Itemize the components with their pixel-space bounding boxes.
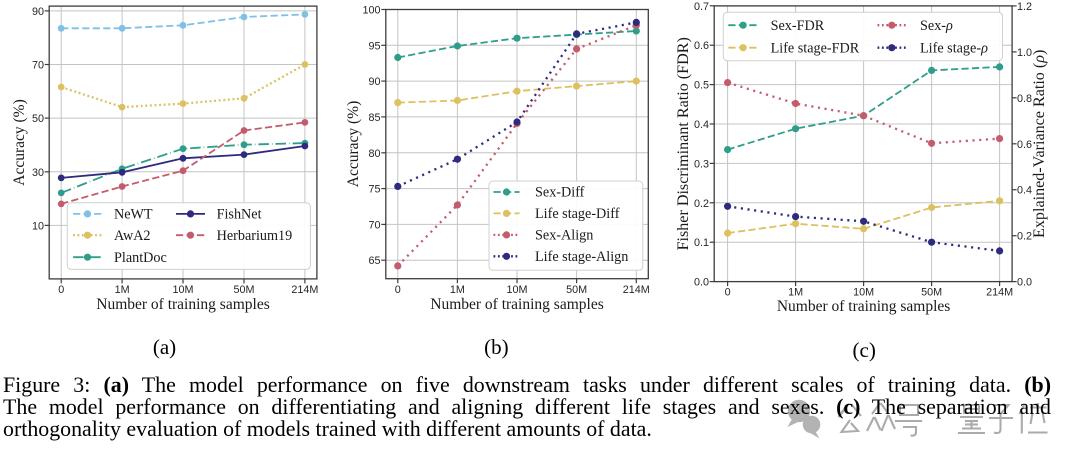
svg-text:10M: 10M: [172, 284, 193, 296]
svg-text:50M: 50M: [921, 287, 942, 299]
svg-text:0.2: 0.2: [1017, 231, 1032, 243]
svg-text:70: 70: [32, 60, 44, 72]
svg-text:70: 70: [368, 219, 380, 231]
svg-text:50M: 50M: [566, 284, 587, 296]
svg-text:Life stage-Diff: Life stage-Diff: [535, 206, 620, 222]
svg-text:85: 85: [368, 112, 380, 124]
svg-text:90: 90: [32, 6, 44, 18]
svg-text:30: 30: [32, 167, 44, 179]
svg-text:Herbarium19: Herbarium19: [217, 228, 293, 244]
svg-text:Explained-Variance Ratio (ρ): Explained-Variance Ratio (ρ): [1031, 50, 1048, 238]
svg-text:0.5: 0.5: [694, 80, 709, 92]
svg-text:1M: 1M: [788, 287, 803, 299]
svg-text:Sex-ρ: Sex-ρ: [920, 18, 953, 34]
svg-text:95: 95: [368, 40, 380, 52]
svg-text:AwA2: AwA2: [114, 228, 151, 244]
svg-text:10M: 10M: [506, 284, 527, 296]
svg-text:1M: 1M: [450, 284, 465, 296]
svg-text:90: 90: [368, 76, 380, 88]
svg-text:0.2: 0.2: [694, 198, 709, 210]
svg-text:Sex-Diff: Sex-Diff: [535, 185, 585, 201]
svg-text:1.0: 1.0: [1017, 47, 1032, 59]
svg-text:0: 0: [58, 284, 64, 296]
svg-text:0: 0: [395, 284, 401, 296]
svg-text:Accuracy (%): Accuracy (%): [345, 101, 362, 187]
svg-text:Accuracy (%): Accuracy (%): [11, 99, 28, 185]
svg-text:0.0: 0.0: [694, 277, 709, 289]
svg-text:Fisher Discriminant Ratio (FDR: Fisher Discriminant Ratio (FDR): [675, 37, 692, 250]
svg-text:0.6: 0.6: [1017, 139, 1032, 151]
svg-text:(b): (b): [484, 335, 509, 359]
svg-text:0.7: 0.7: [694, 1, 709, 13]
svg-text:214M: 214M: [291, 284, 318, 296]
svg-text:10: 10: [32, 220, 44, 232]
svg-text:Sex-FDR: Sex-FDR: [771, 18, 825, 34]
svg-text:0.8: 0.8: [1017, 93, 1032, 105]
svg-text:Sex-Align: Sex-Align: [535, 228, 593, 244]
svg-text:10M: 10M: [853, 287, 874, 299]
svg-text:Life stage-Align: Life stage-Align: [535, 249, 628, 265]
svg-text:1.2: 1.2: [1017, 1, 1032, 13]
svg-text:Number of training samples: Number of training samples: [777, 298, 950, 315]
svg-text:PlantDoc: PlantDoc: [114, 250, 167, 266]
svg-text:0.6: 0.6: [694, 40, 709, 52]
svg-text:0.1: 0.1: [694, 237, 709, 249]
svg-text:0.0: 0.0: [1017, 277, 1032, 289]
svg-text:75: 75: [368, 184, 380, 196]
svg-text:Life stage-FDR: Life stage-FDR: [771, 40, 860, 56]
svg-text:65: 65: [368, 255, 380, 267]
svg-text:FishNet: FishNet: [217, 207, 262, 223]
svg-text:0.4: 0.4: [1017, 185, 1032, 197]
svg-text:Life stage-ρ: Life stage-ρ: [920, 40, 988, 56]
svg-text:(a): (a): [153, 335, 176, 359]
svg-text:214M: 214M: [986, 287, 1013, 299]
svg-text:0.4: 0.4: [694, 119, 709, 131]
svg-text:0: 0: [725, 287, 731, 299]
svg-text:NeWT: NeWT: [114, 207, 153, 223]
svg-text:Number of training samples: Number of training samples: [430, 296, 603, 313]
svg-text:50M: 50M: [233, 284, 254, 296]
svg-text:Number of training samples: Number of training samples: [96, 296, 269, 313]
svg-text:1M: 1M: [115, 284, 130, 296]
svg-text:(c): (c): [853, 338, 876, 362]
svg-text:80: 80: [368, 148, 380, 160]
svg-text:50: 50: [32, 113, 44, 125]
svg-text:0.3: 0.3: [694, 158, 709, 170]
svg-text:214M: 214M: [623, 284, 650, 296]
svg-text:100: 100: [362, 5, 380, 17]
